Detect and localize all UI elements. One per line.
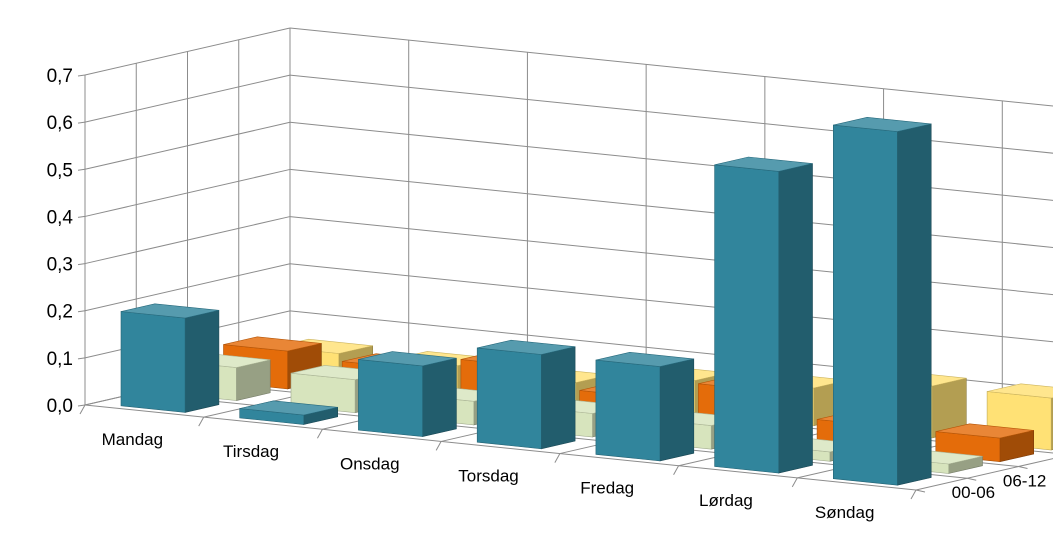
bar-00-06-Onsdag [358,351,457,437]
y-tick-label: 0,2 [47,302,73,323]
bar-top-face [833,116,932,132]
bar-top-face [239,400,338,416]
bar-top-face [987,383,1053,399]
y-tick-mark [77,121,86,124]
bar-top-face [714,156,813,172]
bar-00-06-Mandag [120,303,220,413]
back-wall-gridline [289,27,1053,107]
y-tick-mark [77,310,86,313]
bar-side-face [778,163,813,474]
bar-00-06-Torsdag [476,339,576,450]
bar-top-face [120,303,219,319]
bar-00-06-Fredag [595,351,695,462]
x-tick-label: Fredag [580,479,634,498]
bar-side-face [422,357,457,437]
x-tick-label: Onsdag [340,454,400,473]
bar-front-face [358,359,423,437]
bar-side-face [897,123,932,486]
bar-front-face [120,311,186,413]
bar-00-06-Søndag [832,116,932,486]
y-tick-mark [77,215,86,218]
x-tick-mark [673,465,680,475]
x-tick-label: Søndag [815,503,875,522]
x-tick-mark [435,441,442,451]
y-tick-mark [77,263,86,266]
axis-labels: 0,0 0,1 0,2 0,3 0,4 0,5 0,6 0,7 Mandag Tirsdag Ons… [47,66,1047,522]
y-tick-label: 0,3 [47,255,73,276]
y-tick-label: 0,5 [47,160,73,181]
y-tick-label: 0,4 [47,207,74,228]
z-tick-mark [967,477,977,481]
bar-top-face [223,336,322,352]
x-tick-label: Mandag [102,430,163,449]
y-tick-mark [77,168,86,171]
x-tick-mark [198,416,205,427]
z-tick-mark [1018,466,1028,469]
y-tick-label: 0,1 [47,349,73,370]
x-tick-mark [79,404,86,415]
y-tick-label: 0,6 [47,113,73,134]
bar-side-face [659,358,695,462]
x-tick-mark [791,477,798,488]
x-tick-label: Lørdag [699,491,753,510]
x-tick-mark [316,429,323,439]
bar-front-face [832,124,898,486]
back-wall-gridline [289,168,1053,248]
bar-side-face [184,309,220,413]
bar-side-face [540,346,576,450]
y-tick-mark [77,74,86,77]
series-tick-label: 00-06 [952,483,995,502]
bar-top-face [358,351,457,367]
z-tick-mark [915,489,926,493]
bars [120,116,1053,486]
bar-front-face [476,347,542,450]
back-wall-gridline [289,121,1053,201]
back-wall-gridline [289,263,1053,343]
bar-12-18-Søndag [935,423,1034,463]
x-tick-mark [910,489,917,500]
back-wall-gridline [289,310,1053,390]
bar-top-face [595,351,694,367]
back-wall-gridline [289,216,1053,296]
bar-top-face [935,423,1034,439]
y-tick-mark [77,404,86,407]
y-tick-label: 0,7 [47,66,73,87]
y-tick-label: 0,0 [47,396,73,417]
bar-00-06-Lørdag [714,156,813,474]
bar-front-face [714,164,780,474]
series-tick-label: 06-12 [1003,471,1046,490]
y-tick-mark [77,357,86,360]
back-wall-gridline [289,74,1053,154]
x-tick-mark [554,453,561,463]
bar-front-face [595,359,661,462]
floor-gridline [84,404,917,491]
x-tick-label: Tirsdag [223,442,279,461]
x-tick-label: Torsdag [458,467,518,486]
bar-top-face [477,339,576,355]
bar-00-06-Tirsdag [239,400,339,425]
